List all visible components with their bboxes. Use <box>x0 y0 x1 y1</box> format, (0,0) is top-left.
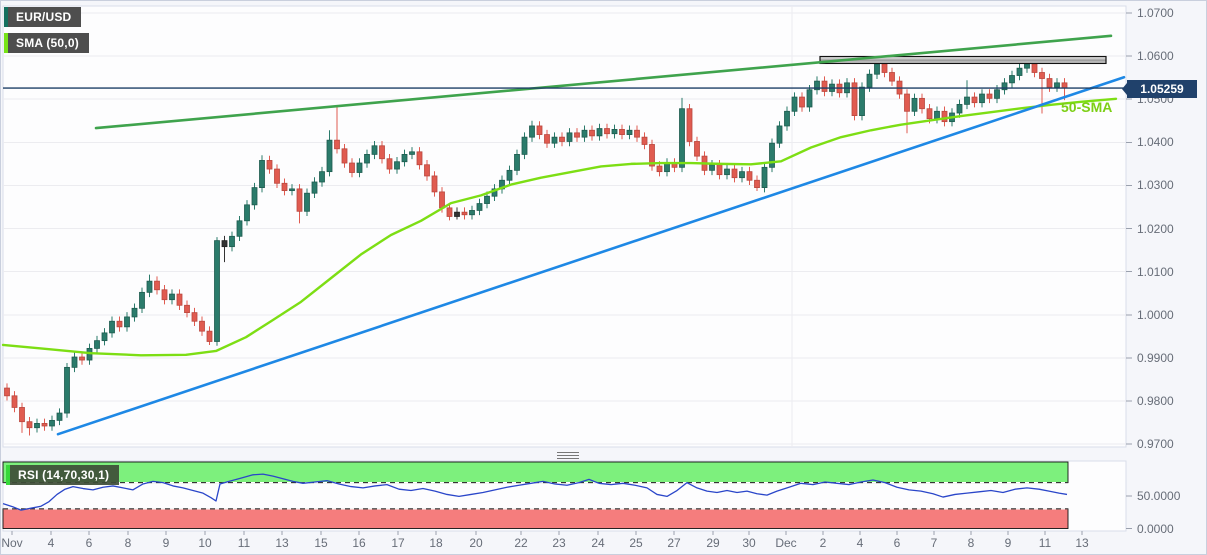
time-tick-label: 30 <box>742 536 756 550</box>
time-tick-label: 8 <box>124 536 132 550</box>
time-tick-label: Dec <box>775 536 797 550</box>
price-badge-notch <box>1122 83 1127 95</box>
panel-resize-handle[interactable] <box>557 452 579 459</box>
price-tick-label: 0.9800 <box>1137 393 1174 408</box>
rsi-oversold-band <box>2 508 1069 529</box>
time-tick-label: 24 <box>591 536 605 550</box>
time-tick-label: 8 <box>967 536 975 550</box>
current-price-badge: 1.05259 <box>1122 80 1197 98</box>
symbol-label: EUR/USD <box>16 10 72 24</box>
time-tick-label: 20 <box>469 536 483 550</box>
price-tick-label: 1.0400 <box>1137 135 1174 150</box>
time-tick-label: 11 <box>237 536 251 550</box>
time-tick-label: 6 <box>85 536 93 550</box>
price-tick-label: 1.0000 <box>1137 307 1174 322</box>
time-tick-label: Nov <box>1 536 23 550</box>
time-tick-label: 6 <box>893 536 901 550</box>
time-tick-label: 11 <box>1038 536 1052 550</box>
time-tick-label: 13 <box>1075 536 1089 550</box>
current-price-value: 1.05259 <box>1140 82 1184 96</box>
time-tick-label: 4 <box>856 536 864 550</box>
rsi-accent-bar <box>6 465 10 485</box>
time-tick-label: 9 <box>162 536 170 550</box>
time-tick-label: 2 <box>819 536 827 550</box>
time-tick-label: 10 <box>198 536 212 550</box>
time-tick-label: 9 <box>1004 536 1012 550</box>
resistance-zone <box>819 55 1107 65</box>
time-tick-label: 4 <box>47 536 55 550</box>
sma-legend[interactable]: SMA (50,0) <box>4 33 89 53</box>
sma-50-line <box>1 97 1118 357</box>
symbol-legend[interactable]: EUR/USD <box>4 7 82 27</box>
gridlines <box>3 6 1126 447</box>
time-tick-label: 15 <box>314 536 328 550</box>
price-tick-label: 1.0600 <box>1137 49 1174 64</box>
rsi-legend[interactable]: RSI (14,70,30,1) <box>6 465 120 485</box>
time-tick-label: 29 <box>706 536 720 550</box>
ascending-support-trendline <box>56 75 1126 436</box>
rsi-line <box>2 473 1068 511</box>
time-tick-label: 17 <box>391 536 405 550</box>
rsi-overbought-band <box>2 461 1069 484</box>
sma-accent-bar <box>4 33 8 53</box>
rsi-label: RSI (14,70,30,1) <box>18 468 110 482</box>
rsi-tick-label: 50.0000 <box>1137 488 1181 503</box>
rsi-tick-label: 0.0000 <box>1137 521 1174 536</box>
time-tick-label: 16 <box>352 536 366 550</box>
time-tick-label: 27 <box>667 536 681 550</box>
time-tick-label: 18 <box>429 536 443 550</box>
price-tick-label: 1.0700 <box>1137 6 1174 20</box>
time-tick-label: 23 <box>552 536 566 550</box>
axis-tick-marks <box>11 12 1132 535</box>
main-plot-background <box>2 5 1127 448</box>
price-tick-label: 0.9900 <box>1137 350 1174 365</box>
price-tick-label: 0.9700 <box>1137 437 1174 452</box>
sma-line-annotation: 50-SMA <box>1061 99 1113 115</box>
time-tick-label: 22 <box>514 536 528 550</box>
time-tick-label: 7 <box>930 536 938 550</box>
time-tick-label: 25 <box>629 536 643 550</box>
price-tick-label: 1.0200 <box>1137 221 1174 236</box>
rising-resistance-trendline <box>94 34 1113 130</box>
symbol-accent-bar <box>4 7 8 27</box>
price-tick-label: 1.0300 <box>1137 178 1174 193</box>
time-tick-label: 13 <box>275 536 289 550</box>
price-tick-label: 1.0100 <box>1137 264 1174 279</box>
sma-label: SMA (50,0) <box>16 36 79 50</box>
